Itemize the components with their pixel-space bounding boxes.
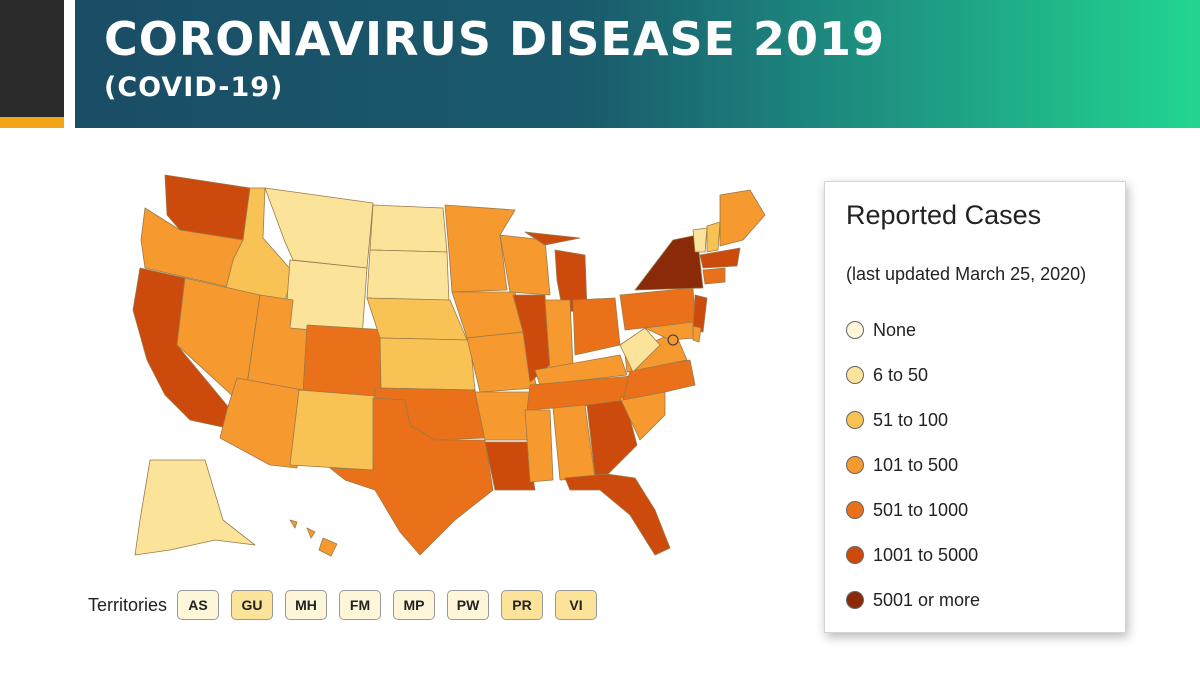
- state-nh: [706, 221, 721, 253]
- state-ne: [366, 297, 468, 341]
- state-ky: [534, 354, 628, 386]
- territory-label: GU: [241, 597, 263, 613]
- legend-updated-date: (last updated March 25, 2020): [846, 264, 1087, 284]
- territory-button-pr[interactable]: PR: [501, 590, 544, 620]
- state-wv: [619, 327, 661, 373]
- state-nj: [692, 294, 708, 333]
- territory-button-fm[interactable]: FM: [339, 590, 382, 620]
- territories-row: Territories AS GU MH FM MP PW PR VI: [88, 587, 609, 623]
- legend-label: 6 to 50: [873, 364, 929, 385]
- legend-label: 101 to 500: [873, 454, 959, 475]
- legend-swatch: [846, 501, 864, 519]
- side-accent-bar: [0, 117, 64, 128]
- us-map-svg: [132, 174, 766, 557]
- state-ar: [474, 391, 534, 441]
- title-banner: [75, 0, 1200, 128]
- territory-label: MH: [295, 597, 317, 613]
- territory-button-vi[interactable]: VI: [555, 590, 598, 620]
- state-nd: [369, 204, 448, 253]
- legend-swatch: [846, 366, 864, 384]
- state-hi: [289, 519, 338, 557]
- legend-item-501-1000: 501 to 1000: [846, 499, 968, 521]
- state-la: [484, 441, 536, 491]
- state-ma: [699, 247, 741, 269]
- legend-item-51-100: 51 to 100: [846, 409, 948, 431]
- state-me: [719, 189, 766, 247]
- header-banner: CORONAVIRUS DISEASE 2019 (COVID-19): [0, 0, 1200, 130]
- state-ct: [702, 267, 726, 285]
- territory-label: VI: [569, 597, 583, 613]
- state-ak: [134, 459, 256, 556]
- legend-label: 501 to 1000: [873, 499, 969, 520]
- state-ks: [379, 337, 476, 391]
- state-az: [219, 377, 304, 469]
- state-ms: [524, 409, 554, 483]
- state-oh: [572, 297, 621, 356]
- legend-item-101-500: 101 to 500: [846, 454, 958, 476]
- legend-label: 5001 or more: [873, 589, 981, 610]
- territory-label: PW: [456, 597, 480, 613]
- legend-swatch: [846, 411, 864, 429]
- state-vt: [692, 227, 708, 253]
- state-ga: [586, 399, 638, 476]
- legend-label: None: [873, 319, 917, 340]
- dc-marker: [667, 334, 679, 346]
- page-title: CORONAVIRUS DISEASE 2019: [104, 12, 886, 66]
- legend-item-5001-plus: 5001 or more: [846, 589, 980, 611]
- state-mn: [444, 204, 516, 293]
- territory-button-pw[interactable]: PW: [447, 590, 490, 620]
- legend-panel: Reported Cases (last updated March 25, 2…: [824, 181, 1126, 633]
- territory-button-gu[interactable]: GU: [231, 590, 274, 620]
- state-co: [302, 324, 388, 399]
- state-in: [544, 299, 574, 371]
- territory-label: AS: [188, 597, 208, 613]
- territory-button-mh[interactable]: MH: [285, 590, 328, 620]
- state-wi: [499, 234, 551, 296]
- legend-label: 51 to 100: [873, 409, 949, 430]
- territory-button-mp[interactable]: MP: [393, 590, 436, 620]
- territory-label: PR: [512, 597, 532, 613]
- legend-item-1001-5000: 1001 to 5000: [846, 544, 978, 566]
- state-tx: [329, 397, 494, 556]
- legend-swatch: [846, 591, 864, 609]
- legend-label: 1001 to 5000: [873, 544, 979, 565]
- legend-item-6-50: 6 to 50: [846, 364, 928, 386]
- territory-button-as[interactable]: AS: [177, 590, 220, 620]
- state-ny: [634, 234, 704, 291]
- us-map[interactable]: [75, 160, 795, 580]
- page-subtitle: (COVID-19): [104, 72, 284, 103]
- territories-label: Territories: [88, 594, 168, 615]
- state-nm: [289, 389, 376, 471]
- territory-label: MP: [403, 597, 425, 613]
- state-mt: [264, 187, 374, 269]
- legend-item-none: None: [846, 319, 916, 341]
- legend-swatch: [846, 546, 864, 564]
- state-fl: [564, 473, 671, 556]
- legend-title: Reported Cases: [846, 200, 1042, 230]
- side-dark-block: [0, 0, 64, 117]
- legend-swatch: [846, 456, 864, 474]
- territory-label: FM: [349, 597, 371, 613]
- state-de: [692, 325, 702, 343]
- legend-swatch: [846, 321, 864, 339]
- state-sd: [366, 249, 450, 303]
